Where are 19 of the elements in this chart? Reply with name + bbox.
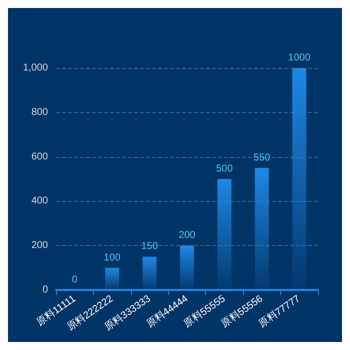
bar (105, 268, 120, 290)
data-label: 0 (72, 274, 78, 286)
bar (292, 68, 306, 290)
y-tick-label: 800 (31, 106, 48, 118)
bar (180, 246, 194, 290)
y-tick-label: 0 (42, 284, 48, 296)
data-label: 1000 (288, 52, 311, 64)
bar (254, 168, 269, 290)
data-label: 550 (254, 152, 271, 164)
bar (217, 179, 232, 290)
bar (142, 256, 157, 290)
y-tick-label: 400 (31, 196, 48, 207)
y-tick-label: 1,000 (22, 62, 48, 74)
data-label: 200 (178, 230, 196, 242)
y-tick-label: 200 (31, 240, 48, 252)
data-label: 100 (104, 252, 121, 264)
y-tick-label: 600 (31, 151, 48, 162)
data-label: 150 (141, 241, 158, 252)
data-label: 500 (216, 164, 234, 174)
